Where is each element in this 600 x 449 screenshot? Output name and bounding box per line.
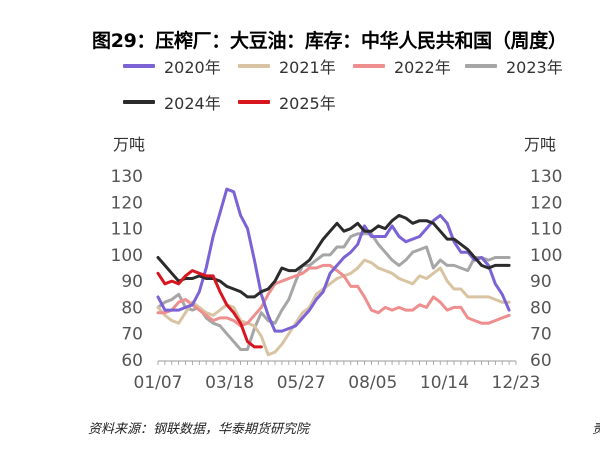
x-tick-01-07: 01/07 bbox=[134, 373, 183, 393]
y-tick-left-100: 100 bbox=[111, 246, 143, 266]
series-line-2025 bbox=[156, 269, 263, 349]
corner-mark: 责 bbox=[592, 418, 600, 437]
left-axis-unit: 万吨 bbox=[113, 135, 145, 154]
y-tick-left-60: 60 bbox=[121, 351, 143, 371]
y-tick-left-110: 110 bbox=[111, 220, 143, 240]
y-tick-right-80: 80 bbox=[530, 298, 552, 318]
chart-title: 图29：压榨厂：大豆油：库存：中华人民共和国（周度） bbox=[92, 30, 567, 52]
legend-swatch-2024 bbox=[123, 100, 155, 104]
legend-swatch-2023 bbox=[465, 64, 497, 68]
legend-swatch-2020 bbox=[123, 64, 155, 68]
legend-label-2020: 2020年 bbox=[164, 58, 221, 77]
y-tick-left-70: 70 bbox=[121, 325, 143, 345]
legend-label-2025: 2025年 bbox=[279, 94, 336, 113]
legend-swatch-2021 bbox=[238, 64, 270, 68]
series-line-2020 bbox=[156, 187, 511, 333]
series-line-2021 bbox=[156, 258, 511, 357]
y-tick-left-80: 80 bbox=[121, 298, 143, 318]
series-line-2023 bbox=[156, 232, 511, 351]
legend-label-2022: 2022年 bbox=[394, 58, 451, 77]
legend-label-2024: 2024年 bbox=[164, 94, 221, 113]
legend-label-2023: 2023年 bbox=[506, 58, 563, 77]
y-tick-right-120: 120 bbox=[530, 193, 562, 213]
x-tick-12-23: 12/23 bbox=[492, 373, 541, 393]
legend-item-2021: 2021年 bbox=[238, 53, 336, 79]
y-tick-left-90: 90 bbox=[121, 272, 143, 292]
y-tick-right-100: 100 bbox=[530, 246, 562, 266]
y-tick-right-70: 70 bbox=[530, 325, 552, 345]
y-tick-left-130: 130 bbox=[111, 167, 143, 187]
y-tick-right-130: 130 bbox=[530, 167, 562, 187]
x-tick-05-27: 05/27 bbox=[277, 373, 326, 393]
y-tick-right-60: 60 bbox=[530, 351, 552, 371]
right-axis-unit: 万吨 bbox=[524, 135, 556, 154]
y-tick-right-110: 110 bbox=[530, 220, 562, 240]
legend-swatch-2022 bbox=[353, 64, 385, 68]
legend-item-2024: 2024年 bbox=[123, 89, 221, 115]
series-line-2024 bbox=[156, 213, 511, 299]
legend-swatch-2025 bbox=[238, 100, 270, 104]
y-tick-right-90: 90 bbox=[530, 272, 552, 292]
source-note: 资料来源：钢联数据，华泰期货研究院 bbox=[88, 422, 310, 437]
legend-item-2025: 2025年 bbox=[238, 89, 336, 115]
x-tick-10-14: 10/14 bbox=[420, 373, 469, 393]
x-tick-03-18: 03/18 bbox=[205, 373, 254, 393]
x-tick-08-05: 08/05 bbox=[348, 373, 397, 393]
legend-label-2021: 2021年 bbox=[279, 58, 336, 77]
y-tick-left-120: 120 bbox=[111, 193, 143, 213]
legend-item-2020: 2020年 bbox=[123, 53, 221, 79]
legend-item-2022: 2022年 bbox=[353, 53, 451, 79]
legend-item-2023: 2023年 bbox=[465, 53, 563, 79]
